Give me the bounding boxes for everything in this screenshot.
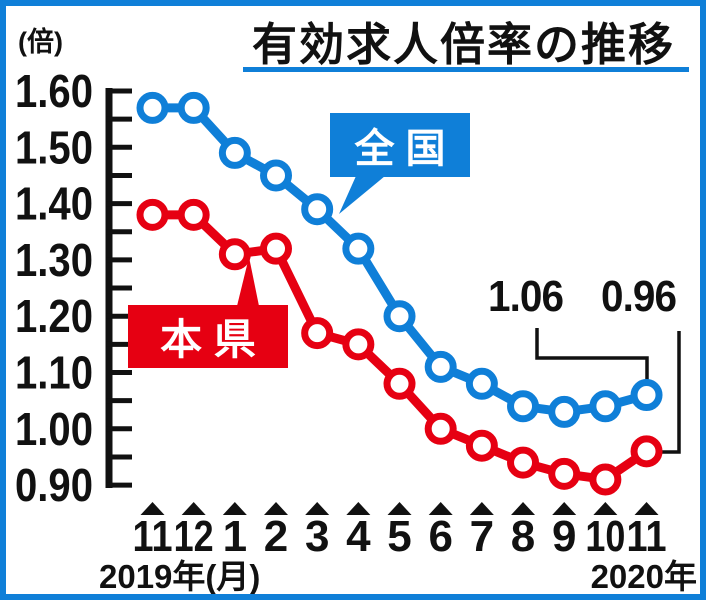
national-point xyxy=(177,91,210,124)
y-tick-label: 1.00 xyxy=(15,403,93,455)
month-label: 3 xyxy=(305,512,329,561)
prefecture-point xyxy=(630,435,663,468)
national-point xyxy=(218,136,251,169)
month-arrow-icon xyxy=(593,502,618,515)
month-arrow-icon xyxy=(634,502,659,515)
month-arrow-icon xyxy=(181,502,206,515)
end-value-national: 1.06 xyxy=(488,272,564,321)
prefecture-point xyxy=(177,198,210,231)
prefecture-point xyxy=(465,429,498,462)
month-label: 6 xyxy=(428,512,452,561)
national-callout-tail xyxy=(339,176,385,214)
month-arrow-icon xyxy=(387,502,412,515)
prefecture-point xyxy=(424,412,457,445)
annotation-connector-prefecture xyxy=(661,331,681,454)
x-axis-left-note: 2019年(月) xyxy=(99,558,260,595)
month-arrow-icon xyxy=(140,502,165,515)
month-arrow-icon xyxy=(305,502,330,515)
month-label: 5 xyxy=(387,512,411,561)
prefecture-point xyxy=(383,367,416,400)
month-label: 7 xyxy=(470,512,494,561)
month-arrow-icon xyxy=(428,502,453,515)
prefecture-point xyxy=(342,328,375,361)
national-point xyxy=(630,379,663,412)
month-label: 8 xyxy=(511,512,535,561)
y-tick-label: 1.20 xyxy=(15,290,93,342)
month-label: 4 xyxy=(346,512,371,561)
month-arrow-icon xyxy=(469,502,494,515)
national-point xyxy=(342,232,375,265)
month-label: 9 xyxy=(552,512,576,561)
national-point xyxy=(465,367,498,400)
prefecture-point xyxy=(136,198,169,231)
national-point xyxy=(136,91,169,124)
national-point xyxy=(424,350,457,383)
month-label: 1 xyxy=(223,512,247,561)
prefecture-callout-tail xyxy=(237,257,259,306)
month-arrow-icon xyxy=(346,502,371,515)
month-label: 2 xyxy=(264,512,288,561)
month-arrow-icon xyxy=(552,502,577,515)
prefecture-point xyxy=(589,463,622,496)
y-axis-unit-label: (倍) xyxy=(18,27,63,57)
y-tick-label: 1.30 xyxy=(15,234,93,286)
national-point xyxy=(301,193,334,226)
national-point xyxy=(548,395,581,428)
y-tick-label: 1.40 xyxy=(15,178,93,230)
annotation-connector-national xyxy=(535,328,649,381)
prefecture-point xyxy=(507,446,540,479)
prefecture-point xyxy=(301,317,334,350)
series-label-national-text: 全 国 xyxy=(354,127,446,171)
month-arrow-icon xyxy=(511,502,536,515)
prefecture-point xyxy=(548,457,581,490)
prefecture-point xyxy=(260,232,293,265)
y-tick-label: 1.50 xyxy=(15,121,93,173)
series-label-prefecture-text: 本 県 xyxy=(160,316,256,363)
national-point xyxy=(589,390,622,423)
x-axis-right-note: 2020年 xyxy=(591,558,697,595)
national-point xyxy=(383,300,416,333)
y-tick-label: 1.10 xyxy=(15,347,93,399)
series-label-national: 全 国 xyxy=(330,113,470,177)
chart-title: 有効求人倍率の推移 xyxy=(252,19,676,70)
title-underline xyxy=(243,67,689,72)
national-point xyxy=(507,390,540,423)
month-label: 11 xyxy=(627,512,667,561)
national-point xyxy=(260,159,293,192)
y-tick-label: 0.90 xyxy=(15,459,93,511)
series-label-prefecture: 本 県 xyxy=(128,305,288,368)
prefecture-point xyxy=(218,238,251,271)
end-value-prefecture: 0.96 xyxy=(601,272,677,321)
month-arrow-icon xyxy=(264,502,289,515)
month-label: 12 xyxy=(174,512,214,561)
y-tick-label: 1.60 xyxy=(15,65,93,117)
month-label: 11 xyxy=(133,512,173,561)
month-label: 10 xyxy=(585,512,625,561)
month-arrow-icon xyxy=(222,502,247,515)
